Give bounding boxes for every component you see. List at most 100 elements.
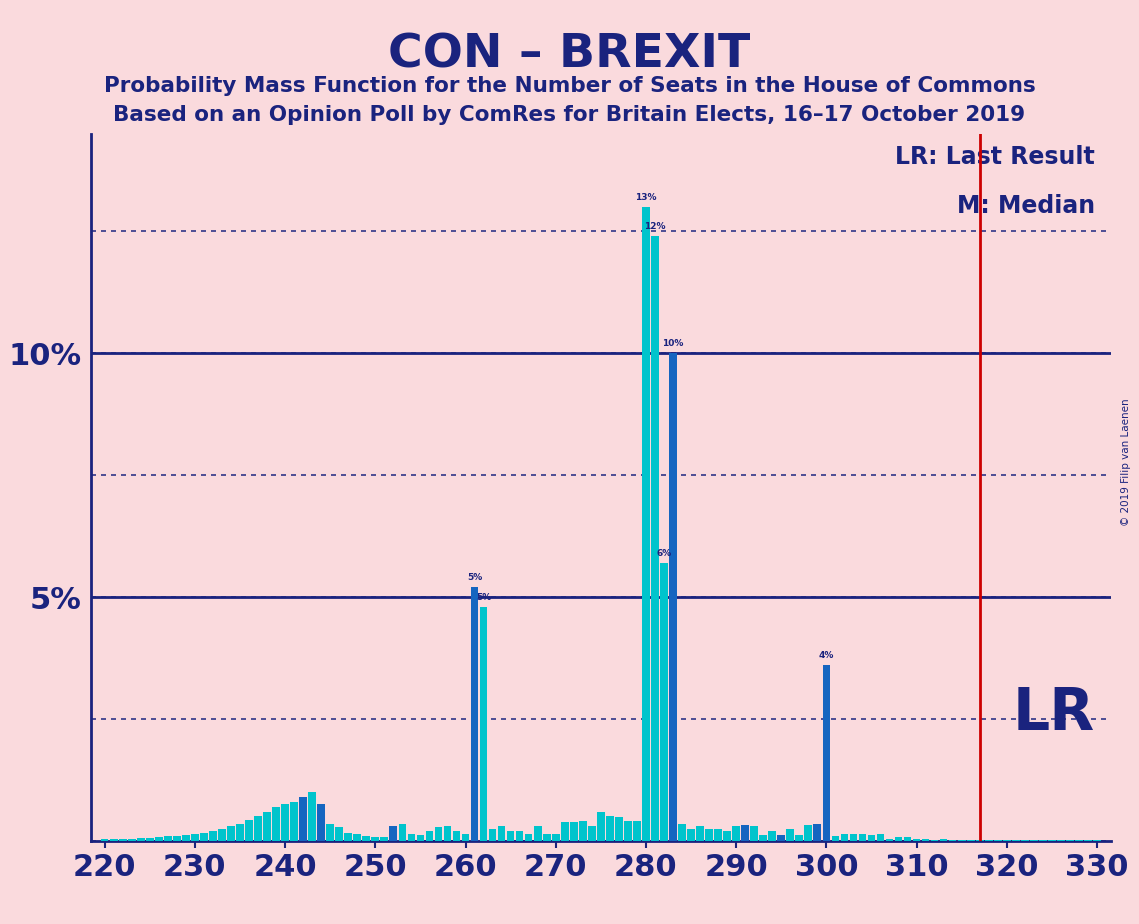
Bar	[615, 818, 623, 841]
Bar	[281, 804, 289, 841]
Bar	[516, 831, 524, 841]
Bar	[380, 837, 388, 841]
Bar	[786, 829, 794, 841]
Bar	[813, 824, 821, 841]
Bar	[118, 839, 126, 841]
Bar	[841, 834, 849, 841]
Bar	[868, 835, 875, 841]
Text: LR: LR	[1013, 686, 1096, 742]
Bar	[588, 826, 596, 841]
Bar	[218, 829, 226, 841]
Bar	[597, 811, 605, 841]
Bar	[714, 829, 722, 841]
Text: CON – BREXIT: CON – BREXIT	[388, 32, 751, 78]
Bar	[850, 834, 858, 841]
Bar	[895, 837, 902, 841]
Bar	[678, 824, 686, 841]
Bar	[606, 817, 614, 841]
Bar	[101, 839, 108, 841]
Bar	[210, 831, 216, 841]
Bar	[426, 831, 433, 841]
Text: Based on an Opinion Poll by ComRes for Britain Elects, 16–17 October 2019: Based on an Opinion Poll by ComRes for B…	[114, 105, 1025, 126]
Bar	[435, 827, 442, 841]
Bar	[859, 833, 867, 841]
Bar	[669, 353, 677, 841]
Text: © 2019 Filip van Laenen: © 2019 Filip van Laenen	[1121, 398, 1131, 526]
Bar	[903, 837, 911, 841]
Text: 5%: 5%	[467, 574, 482, 582]
Bar	[236, 824, 244, 841]
Bar	[300, 797, 306, 841]
Bar	[886, 839, 893, 841]
Bar	[327, 824, 334, 841]
Bar	[804, 825, 812, 841]
Text: LR: Last Result: LR: Last Result	[895, 144, 1096, 168]
Bar	[940, 839, 948, 841]
Bar	[741, 825, 749, 841]
Bar	[579, 821, 587, 841]
Bar	[525, 833, 533, 841]
Bar	[470, 588, 478, 841]
Bar	[778, 835, 785, 841]
Bar	[318, 804, 325, 841]
Bar	[534, 826, 541, 841]
Bar	[245, 821, 253, 841]
Text: 13%: 13%	[636, 193, 657, 202]
Bar	[399, 824, 407, 841]
Bar	[543, 833, 550, 841]
Bar	[164, 836, 172, 841]
Bar	[633, 821, 641, 841]
Bar	[489, 829, 497, 841]
Bar	[417, 835, 424, 841]
Bar	[390, 826, 398, 841]
Bar	[480, 607, 487, 841]
Bar	[723, 831, 731, 841]
Text: 6%: 6%	[656, 549, 672, 558]
Bar	[769, 831, 776, 841]
Bar	[272, 807, 280, 841]
Bar	[921, 839, 929, 841]
Bar	[822, 665, 830, 841]
Bar	[155, 837, 163, 841]
Text: 5%: 5%	[476, 593, 491, 602]
Bar	[732, 826, 740, 841]
Bar	[371, 837, 379, 841]
Bar	[661, 563, 667, 841]
Bar	[290, 802, 298, 841]
Text: 10%: 10%	[662, 339, 683, 348]
Bar	[309, 792, 316, 841]
Bar	[760, 834, 767, 841]
Bar	[507, 831, 515, 841]
Bar	[443, 826, 451, 841]
Bar	[687, 829, 695, 841]
Text: 12%: 12%	[645, 223, 665, 232]
Bar	[182, 835, 190, 841]
Bar	[254, 817, 262, 841]
Bar	[498, 826, 506, 841]
Bar	[191, 834, 198, 841]
Bar	[652, 237, 658, 841]
Bar	[146, 838, 154, 841]
Bar	[173, 836, 181, 841]
Bar	[335, 827, 343, 841]
Bar	[570, 822, 577, 841]
Bar	[751, 826, 759, 841]
Bar	[912, 839, 920, 841]
Bar	[452, 831, 460, 841]
Bar	[696, 826, 704, 841]
Bar	[795, 835, 803, 841]
Bar	[552, 833, 559, 841]
Text: 4%: 4%	[819, 651, 834, 661]
Bar	[560, 822, 568, 841]
Bar	[831, 836, 839, 841]
Bar	[461, 833, 469, 841]
Bar	[642, 207, 649, 841]
Bar	[877, 834, 884, 841]
Bar	[227, 826, 235, 841]
Bar	[949, 840, 957, 841]
Bar	[263, 811, 271, 841]
Text: Probability Mass Function for the Number of Seats in the House of Commons: Probability Mass Function for the Number…	[104, 76, 1035, 96]
Bar	[408, 833, 416, 841]
Bar	[353, 833, 361, 841]
Bar	[128, 839, 136, 841]
